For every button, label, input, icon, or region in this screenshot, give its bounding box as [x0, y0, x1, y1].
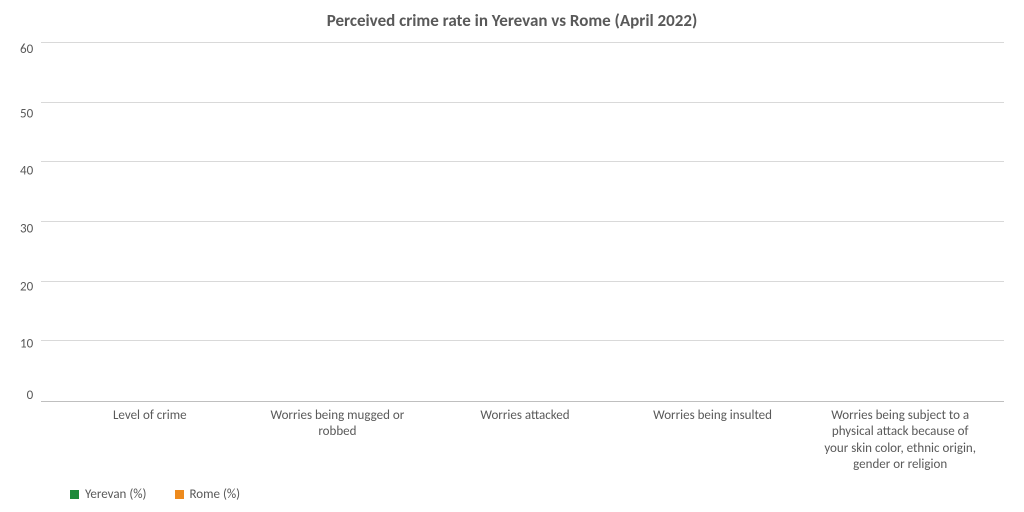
x-label: Level of crime — [70, 408, 230, 473]
plot-area: 60 50 40 30 20 10 0 — [20, 43, 1004, 402]
y-tick: 40 — [20, 165, 33, 178]
gridline — [41, 221, 1004, 222]
legend-item: Rome (%) — [175, 487, 241, 502]
crime-rate-chart: Perceived crime rate in Yerevan vs Rome … — [20, 10, 1004, 502]
gridline — [41, 281, 1004, 282]
legend-swatch — [70, 490, 79, 499]
legend-label: Yerevan (%) — [85, 487, 147, 502]
gridline — [41, 102, 1004, 103]
legend-item: Yerevan (%) — [70, 487, 147, 502]
x-axis-labels: Level of crime Worries being mugged or ro… — [20, 402, 1004, 473]
chart-grid — [41, 43, 1004, 402]
y-tick: 50 — [20, 107, 33, 120]
legend-swatch — [175, 490, 184, 499]
y-tick: 10 — [20, 338, 33, 351]
y-tick: 30 — [20, 222, 33, 235]
x-label: Worries being subject to a physical atta… — [820, 408, 980, 473]
gridline — [41, 340, 1004, 341]
y-tick: 60 — [20, 43, 33, 56]
x-label: Worries being mugged or robbed — [257, 408, 417, 473]
x-label: Worries attacked — [445, 408, 605, 473]
gridline — [41, 161, 1004, 162]
y-tick: 0 — [27, 389, 34, 402]
x-label: Worries being insulted — [633, 408, 793, 473]
y-axis: 60 50 40 30 20 10 0 — [20, 43, 41, 402]
chart-legend: Yerevan (%) Rome (%) — [20, 473, 1004, 502]
gridline — [41, 42, 1004, 43]
chart-title: Perceived crime rate in Yerevan vs Rome … — [20, 10, 1004, 31]
bar-groups — [41, 43, 1004, 401]
legend-label: Rome (%) — [190, 487, 241, 502]
y-tick: 20 — [20, 280, 33, 293]
